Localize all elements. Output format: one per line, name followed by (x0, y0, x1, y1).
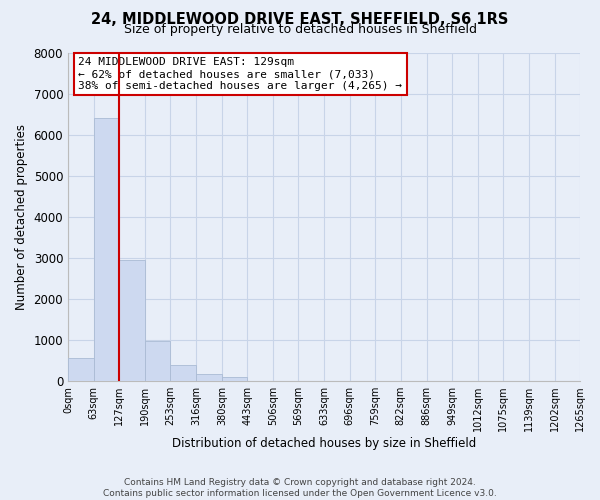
Bar (68, 358, 94, 381)
Bar (170, 366, 196, 381)
Bar (119, 260, 145, 381)
Text: Size of property relative to detached houses in Sheffield: Size of property relative to detached ho… (124, 22, 476, 36)
X-axis label: Distribution of detached houses by size in Sheffield: Distribution of detached houses by size … (172, 437, 476, 450)
Text: 24, MIDDLEWOOD DRIVE EAST, SHEFFIELD, S6 1RS: 24, MIDDLEWOOD DRIVE EAST, SHEFFIELD, S6… (91, 12, 509, 28)
Y-axis label: Number of detached properties: Number of detached properties (15, 124, 28, 310)
Bar (145, 341, 170, 381)
Bar (222, 378, 247, 381)
Text: 24 MIDDLEWOOD DRIVE EAST: 129sqm
← 62% of detached houses are smaller (7,033)
38: 24 MIDDLEWOOD DRIVE EAST: 129sqm ← 62% o… (78, 58, 402, 90)
Bar (196, 374, 222, 381)
Bar (94, 118, 119, 381)
Text: Contains HM Land Registry data © Crown copyright and database right 2024.
Contai: Contains HM Land Registry data © Crown c… (103, 478, 497, 498)
